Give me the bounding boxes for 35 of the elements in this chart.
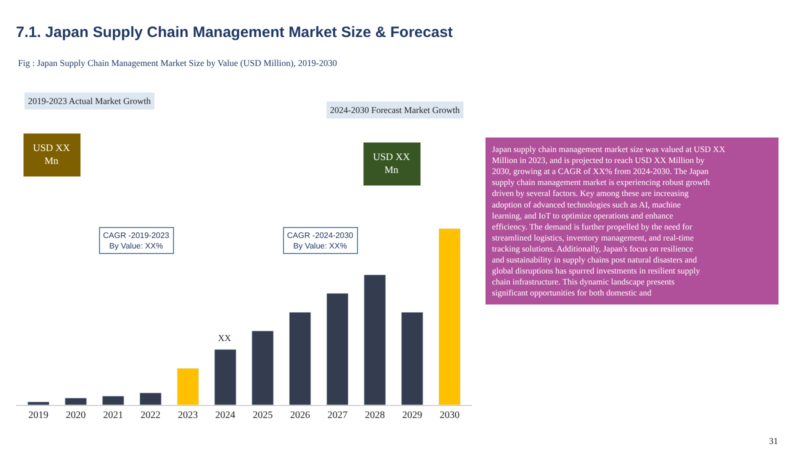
x-tick-label: 2026 <box>290 410 310 421</box>
bar <box>364 274 386 405</box>
text: Fig : Japan Supply Chain Management Market Size by Value (USD Million), 2019-2030 <box>18 58 338 68</box>
bar <box>326 293 349 405</box>
bar <box>139 392 162 405</box>
text: 2019-2023 Actual Market Growth <box>28 96 152 106</box>
bar <box>102 396 124 405</box>
x-tick-label: 2020 <box>66 410 86 421</box>
text: USD XX Mn <box>33 143 71 167</box>
text: Japan supply chain management market size was valued at USD XX Million in 2023, and is projected to reach USD XX Million by 2030, growing at a CAGR of XX% from 2024-2030. The Japan supply chain management market is experiencing robust growth driven by several factors. Key among these are increasing adoption of advanced technologies such as AI, machine learning, and IoT to optimize operations and enhance efficiency. The demand is further propelled by the need for streamlined logistics, inventory management, and real-time tracking solutions. Additionally, Japan's focus on resilience and sustainability in supply chains post natural disasters and global disruptions has spurred investments in resilient supply chain infrastructure. This dynamic landscape presents significant opportunities for both domestic and <box>492 144 726 298</box>
bar <box>64 398 87 405</box>
x-tick-label: 2019 <box>28 410 48 421</box>
x-tick-label: 2023 <box>178 410 198 421</box>
x-tick-label: 2029 <box>402 410 422 421</box>
bar <box>438 228 461 405</box>
annotation: CAGR -2019-2023 By Value: XX% <box>103 231 170 250</box>
x-tick-label: 2022 <box>140 410 161 421</box>
bar <box>401 312 424 405</box>
annotation: CAGR -2024-2030 By Value: XX% <box>287 231 354 250</box>
chart-title: 7.1. Japan Supply Chain Management Market Size & Forecast <box>16 24 453 41</box>
bar <box>27 402 50 405</box>
bar <box>288 312 312 405</box>
x-tick-label: 2030 <box>440 410 460 421</box>
text: USD XX Mn <box>373 152 411 176</box>
bar <box>214 349 236 405</box>
bar <box>176 368 200 405</box>
x-tick-label: 2024 <box>215 410 236 421</box>
x-tick-label: 2028 <box>364 410 385 421</box>
x-tick-label: 2021 <box>103 410 124 421</box>
x-tick-label: 2025 <box>252 410 273 421</box>
bar <box>252 330 274 405</box>
text: 31 <box>769 436 778 446</box>
text: 2024-2030 Forecast Market Growth <box>330 105 460 115</box>
x-tick-label: 2027 <box>327 410 348 421</box>
annotation: XX <box>218 333 232 343</box>
